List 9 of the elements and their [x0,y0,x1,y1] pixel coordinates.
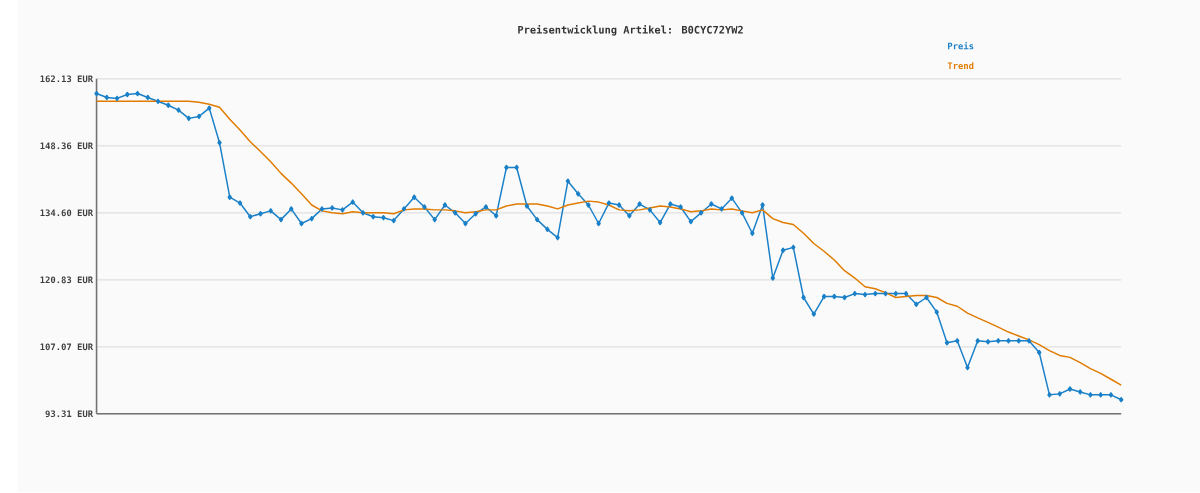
y-tick-label: 93.31 EUR [45,410,94,418]
y-tick-label: 148.36 EUR [40,142,94,150]
chart-title: Preisentwicklung Artikel: B0CYC72YW2 [518,25,743,36]
y-tick-label: 134.60 EUR [40,209,94,217]
y-tick-label: 162.13 EUR [40,75,94,83]
text: Preis [948,42,974,50]
text: Trend [947,62,974,70]
y-tick-label: 120.83 EUR [40,276,94,284]
y-tick-label: 107.07 EUR [40,343,94,351]
